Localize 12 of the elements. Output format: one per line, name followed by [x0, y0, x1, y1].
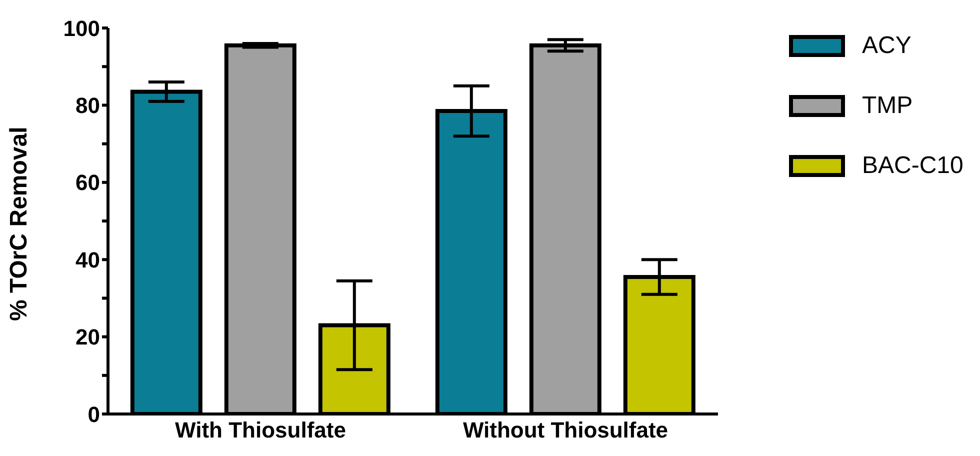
y-tick-label: 100	[63, 16, 100, 41]
y-tick-label: 60	[76, 170, 100, 196]
y-axis-title: % TOrC Removal	[6, 126, 33, 321]
y-tick-label: 20	[76, 324, 100, 350]
x-tick-label: Without Thiosulfate	[462, 418, 668, 443]
legend-label: TMP	[862, 92, 913, 120]
y-tick-label: 0	[88, 402, 100, 427]
y-tick-label: 40	[76, 247, 100, 272]
legend-label: BAC-C10	[862, 152, 964, 180]
x-tick-label: With Thiosulfate	[175, 418, 346, 443]
legend-label: ACY	[862, 32, 912, 60]
y-tick-label: 80	[76, 93, 100, 118]
